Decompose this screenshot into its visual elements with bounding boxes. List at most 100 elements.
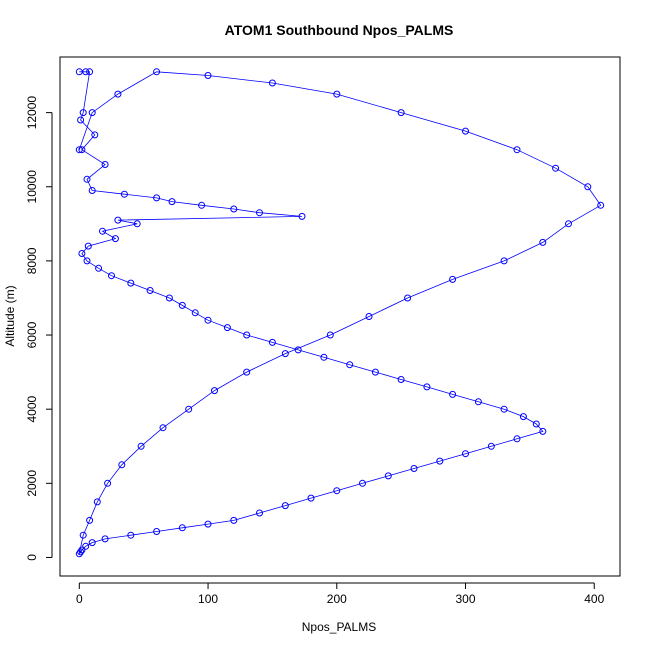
data-point	[243, 368, 251, 376]
data-point	[153, 68, 161, 76]
data-point	[84, 242, 92, 250]
data-point	[423, 383, 431, 391]
data-point	[79, 531, 87, 539]
data-point	[86, 68, 94, 76]
data-point	[223, 324, 231, 332]
data-point	[462, 450, 469, 458]
data-point	[114, 90, 122, 98]
data-point	[298, 212, 306, 220]
data-point	[449, 275, 457, 283]
data-point	[185, 405, 193, 413]
data-point	[178, 524, 186, 532]
data-point	[500, 257, 508, 265]
x-tick-label: 0	[76, 592, 83, 606]
data-point	[552, 164, 560, 172]
data-point	[404, 294, 412, 302]
data-point	[77, 116, 85, 124]
data-point	[513, 146, 521, 154]
data-point	[294, 346, 302, 354]
plot-frame	[59, 56, 621, 577]
data-point	[127, 531, 135, 539]
data-point	[449, 390, 457, 398]
data-point	[118, 461, 126, 469]
data-point	[326, 331, 334, 339]
data-point	[230, 205, 238, 213]
y-tick-label: 0	[25, 554, 39, 561]
data-point	[462, 127, 469, 135]
data-point	[111, 235, 119, 243]
data-point	[384, 472, 392, 480]
data-point	[436, 457, 444, 465]
series-line	[78, 71, 602, 555]
data-point	[178, 301, 186, 309]
data-point	[359, 479, 366, 487]
data-point	[597, 201, 605, 209]
data-point	[146, 287, 154, 294]
data-point	[191, 309, 199, 317]
data-point	[513, 435, 521, 443]
data-point	[104, 479, 112, 487]
data-point	[114, 216, 122, 224]
data-point	[165, 294, 173, 302]
data-point	[159, 424, 167, 432]
data-point	[82, 68, 90, 76]
data-point	[333, 90, 341, 98]
data-point	[101, 535, 109, 543]
data-point	[281, 350, 289, 358]
data-point	[268, 338, 276, 346]
y-tick-label: 4000	[25, 396, 39, 423]
data-point	[101, 161, 109, 168]
data-point	[500, 405, 508, 413]
data-point	[88, 539, 96, 547]
data-point	[268, 79, 276, 87]
data-point	[78, 250, 86, 257]
data-point	[333, 487, 341, 495]
y-axis-label: Altitude (m)	[3, 285, 17, 346]
data-point	[168, 198, 176, 206]
y-tick-label: 6000	[25, 321, 39, 348]
x-tick-label: 400	[584, 592, 604, 606]
data-point	[487, 442, 495, 450]
data-point	[86, 516, 94, 524]
data-point	[204, 316, 212, 324]
data-point	[474, 398, 482, 406]
data-point	[127, 279, 135, 287]
data-point	[204, 520, 212, 528]
chart-title: ATOM1 Southbound Npos_PALMS	[225, 22, 454, 38]
data-point	[256, 209, 263, 217]
data-point	[198, 201, 206, 209]
data-point	[153, 528, 161, 535]
data-point	[584, 183, 592, 191]
data-point	[93, 498, 101, 506]
data-point	[397, 376, 405, 383]
data-point	[371, 368, 379, 376]
x-axis-label: Npos_PALMS	[302, 620, 376, 634]
data-point	[204, 72, 212, 79]
data-point	[410, 465, 418, 472]
data-point	[75, 146, 83, 154]
data-point	[78, 146, 86, 154]
data-point	[230, 516, 238, 524]
data-point	[281, 502, 289, 510]
x-tick-label: 200	[327, 592, 347, 606]
data-point	[77, 548, 85, 556]
data-point	[82, 542, 90, 550]
data-point	[83, 175, 91, 183]
data-point	[137, 442, 145, 450]
data-point	[88, 187, 96, 194]
data-point	[108, 272, 115, 280]
data-point	[397, 109, 405, 117]
data-point	[211, 387, 218, 395]
data-point	[346, 361, 354, 369]
data-point	[320, 353, 328, 361]
data-point	[91, 131, 99, 139]
data-point	[307, 494, 315, 502]
data-point	[532, 420, 540, 428]
y-tick-label: 8000	[25, 247, 39, 274]
data-point	[79, 109, 87, 117]
data-point	[75, 550, 83, 558]
data-point	[153, 194, 161, 202]
x-tick-label: 100	[198, 592, 218, 606]
x-tick-label: 300	[456, 592, 476, 606]
